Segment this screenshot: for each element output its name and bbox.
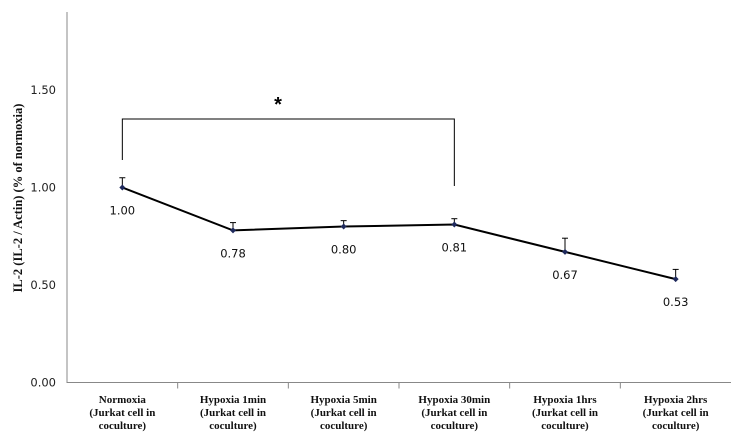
y-tick-label: 1.00 — [30, 181, 56, 195]
y-tick-label: 1.50 — [30, 83, 56, 97]
data-point — [451, 221, 458, 228]
data-label: 0.53 — [663, 295, 689, 309]
significance-marker: * — [274, 94, 282, 116]
data-label: 0.80 — [331, 243, 357, 257]
x-category-label: Hypoxia 30min (Jurkat cell in coculture) — [418, 394, 490, 432]
y-tick-label: 0.00 — [30, 376, 56, 390]
x-category-label-line: Hypoxia 1hrs — [533, 394, 597, 406]
x-category-label-line: Hypoxia 30min — [418, 394, 490, 406]
x-category-label-line: coculture) — [99, 420, 147, 432]
data-label: 0.78 — [220, 246, 246, 260]
x-category-label: Hypoxia 1min (Jurkat cell in coculture) — [200, 394, 266, 432]
error-bars — [119, 177, 679, 280]
x-category-label-line: coculture) — [431, 420, 479, 432]
x-category-label-line: Hypoxia 5min — [311, 394, 377, 406]
data-points — [119, 184, 679, 283]
x-category-label-line: Hypoxia 2hrs — [644, 394, 708, 406]
series-line — [121, 186, 676, 281]
y-tick-labels: 0.00 0.50 1.00 1.50 — [30, 83, 56, 390]
x-category-label-line: (Jurkat cell in — [200, 407, 266, 419]
x-category-label-line: (Jurkat cell in — [532, 407, 598, 419]
x-category-ticks — [177, 382, 621, 389]
x-category-label: Normoxia (Jurkat cell in coculture) — [89, 394, 155, 432]
x-category-label-line: (Jurkat cell in — [311, 407, 377, 419]
x-category-label: Hypoxia 5min (Jurkat cell in coculture) — [311, 394, 377, 432]
series-polyline — [121, 186, 676, 281]
x-category-label-line: coculture) — [320, 420, 368, 432]
significance-bracket: * — [121, 94, 455, 186]
x-category-labels: Normoxia (Jurkat cell in coculture)Hypoxia… — [89, 394, 708, 432]
x-category-label-line: Hypoxia 1min — [200, 394, 266, 406]
x-category-label: Hypoxia 1hrs (Jurkat cell in coculture) — [532, 394, 598, 432]
data-point — [562, 248, 568, 255]
y-axis: 0.00 0.50 1.00 1.50 — [30, 12, 68, 390]
x-category-label-line: (Jurkat cell in — [421, 407, 487, 419]
data-point — [672, 276, 679, 283]
x-category-label-line: (Jurkat cell in — [89, 407, 155, 419]
data-label: 0.81 — [442, 241, 468, 255]
x-category-label-line: coculture) — [541, 420, 589, 432]
data-label: 0.67 — [552, 268, 578, 282]
data-labels: 1.00 0.78 0.80 0.81 0.67 0.53 — [110, 204, 689, 310]
significance-bracket-line — [121, 118, 455, 186]
x-category-label-line: coculture) — [652, 420, 700, 432]
y-tick-label: 0.50 — [30, 278, 56, 292]
x-axis: Normoxia (Jurkat cell in coculture)Hypoxia… — [67, 382, 731, 432]
y-axis-title: IL-2 (IL-2 / Actin) (% of normoxia) — [11, 104, 25, 293]
x-category-label-line: coculture) — [209, 420, 257, 432]
x-category-label: Hypoxia 2hrs (Jurkat cell in coculture) — [643, 394, 709, 432]
data-point — [230, 227, 236, 234]
x-category-label-line: Normoxia — [99, 394, 147, 406]
data-point — [119, 184, 126, 191]
data-label: 1.00 — [110, 204, 136, 218]
data-point — [340, 223, 347, 230]
x-category-label-line: (Jurkat cell in — [643, 407, 709, 419]
